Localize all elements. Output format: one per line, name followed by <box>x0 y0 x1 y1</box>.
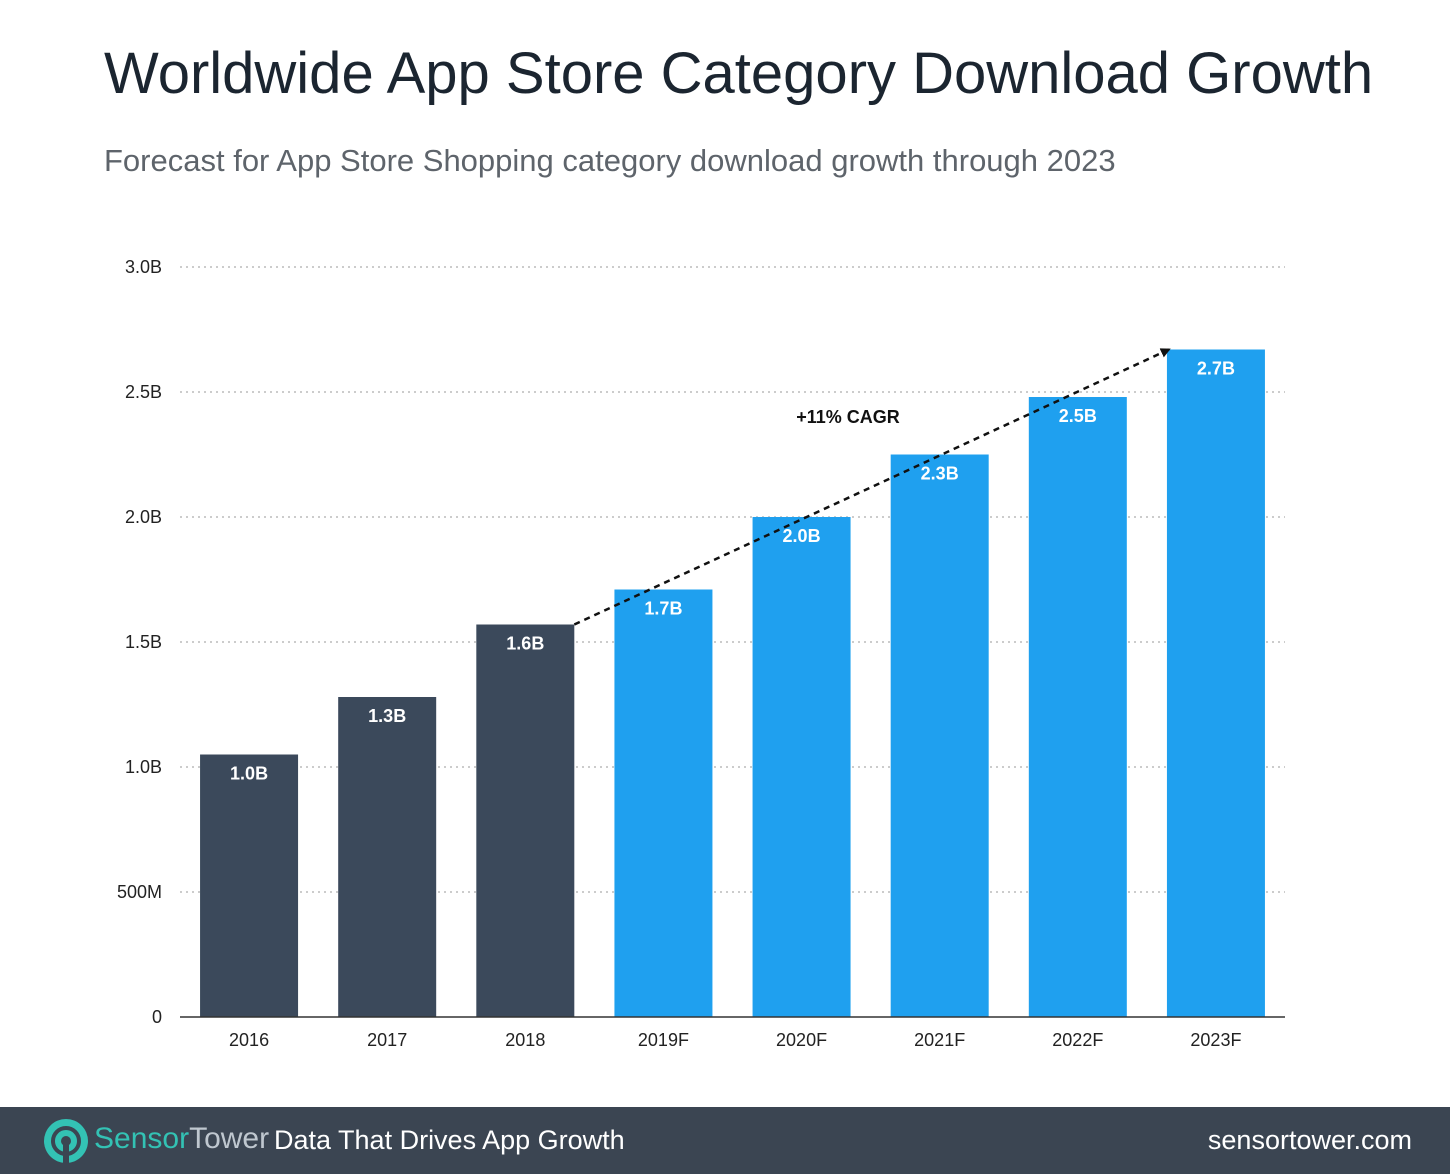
bar-2023F <box>1166 349 1265 1017</box>
x-tick-label-2020F: 2020F <box>776 1030 827 1050</box>
data-label-2018: 1.6B <box>506 634 544 654</box>
brand-name-part1: Sensor <box>94 1122 190 1155</box>
footer-bar: SensorTower Data That Drives App Growth … <box>0 1107 1450 1174</box>
y-tick-label-2: 1.0B <box>125 757 162 777</box>
x-tick-label-2022F: 2022F <box>1052 1030 1103 1050</box>
y-tick-label-1: 500M <box>117 882 162 902</box>
footer-tagline: Data That Drives App Growth <box>274 1125 625 1155</box>
x-tick-label-2017: 2017 <box>367 1030 407 1050</box>
x-tick-label-2021F: 2021F <box>914 1030 965 1050</box>
bar-2021F <box>890 454 989 1017</box>
y-tick-label-6: 3.0B <box>125 257 162 277</box>
data-label-2019F: 1.7B <box>644 599 682 619</box>
data-label-2021F: 2.3B <box>921 464 959 484</box>
bar-2020F <box>752 517 851 1017</box>
data-label-2020F: 2.0B <box>783 526 821 546</box>
chart-title: Worldwide App Store Category Download Gr… <box>104 41 1374 106</box>
data-label-2022F: 2.5B <box>1059 406 1097 426</box>
sensortower-logo-icon <box>44 1119 88 1163</box>
bar-chart: 0 500M 1.0B 1.5B 2.0B 2.5B 3.0B 1.0B 2016 1.3B 201… <box>117 257 1285 1050</box>
x-tick-label-2016: 2016 <box>229 1030 269 1050</box>
y-tick-label-3: 1.5B <box>125 632 162 652</box>
y-tick-label-5: 2.5B <box>125 382 162 402</box>
x-tick-label-2018: 2018 <box>505 1030 545 1050</box>
y-tick-label-0: 0 <box>152 1007 162 1027</box>
bar-2019F <box>614 589 713 1017</box>
bar-2017 <box>338 697 437 1017</box>
bar-2018 <box>476 624 575 1017</box>
x-tick-label-2023F: 2023F <box>1190 1030 1241 1050</box>
footer-site-link[interactable]: sensortower.com <box>1207 1125 1412 1155</box>
y-tick-label-4: 2.0B <box>125 507 162 527</box>
x-tick-label-2019F: 2019F <box>638 1030 689 1050</box>
chart-subtitle: Forecast for App Store Shopping category… <box>104 143 1116 178</box>
bar-2022F <box>1028 397 1127 1017</box>
bar-2016 <box>200 754 299 1017</box>
brand-name: SensorTower <box>94 1122 269 1156</box>
data-label-2023F: 2.7B <box>1197 359 1235 379</box>
brand-name-part2: Tower <box>189 1122 270 1155</box>
cagr-annotation: +11% CAGR <box>796 407 900 427</box>
data-label-2017: 1.3B <box>368 706 406 726</box>
data-label-2016: 1.0B <box>230 764 268 784</box>
